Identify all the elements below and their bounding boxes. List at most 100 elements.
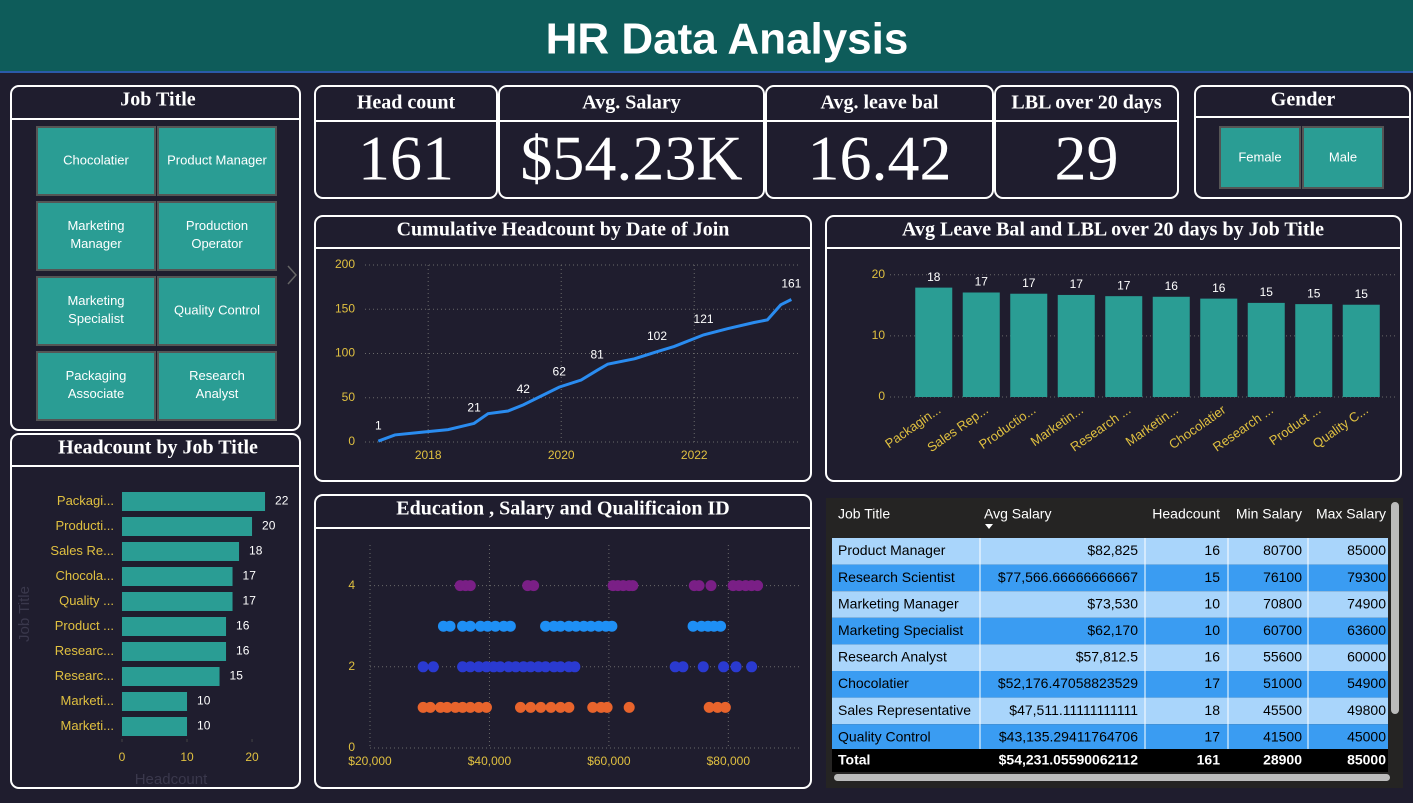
table-cell: Marketing Specialist bbox=[838, 622, 963, 638]
chart-title: Avg Leave Bal and LBL over 20 days by Jo… bbox=[902, 219, 1324, 241]
slicer-button-label[interactable]: Research Analyst bbox=[189, 368, 245, 401]
total-cell: 161 bbox=[1197, 752, 1221, 768]
y-tick-label: Marketi... bbox=[61, 693, 114, 708]
point bbox=[627, 580, 639, 592]
y-tick-label: Product ... bbox=[55, 618, 114, 633]
slicer-button-label[interactable]: Female bbox=[1238, 149, 1281, 164]
slicer-button[interactable] bbox=[157, 126, 277, 196]
table-cell: 16 bbox=[1204, 542, 1220, 558]
slicer-button-label[interactable]: Marketing Specialist bbox=[67, 293, 124, 326]
total-cell: 28900 bbox=[1263, 752, 1302, 768]
sort-indicator bbox=[985, 524, 993, 529]
point bbox=[545, 701, 557, 713]
column-header[interactable]: Job Title bbox=[838, 506, 890, 522]
table-cell: 51000 bbox=[1263, 675, 1302, 691]
table-cell: 80700 bbox=[1263, 542, 1302, 558]
slicer-button-label[interactable]: Chocolatier bbox=[63, 152, 129, 167]
slicer-button[interactable] bbox=[1219, 126, 1301, 189]
table-cell: $73,530 bbox=[1087, 595, 1138, 611]
card-value: 16.42 bbox=[808, 123, 952, 194]
page-title: HR Data Analysis bbox=[546, 15, 909, 64]
point bbox=[482, 620, 494, 632]
point bbox=[510, 661, 522, 673]
slicer-button[interactable] bbox=[157, 201, 277, 271]
slicer-button[interactable] bbox=[36, 201, 156, 271]
bar bbox=[122, 617, 227, 636]
point bbox=[601, 701, 613, 713]
x-tick-label: 10 bbox=[180, 750, 194, 764]
point bbox=[703, 701, 715, 713]
header-bar bbox=[0, 0, 1413, 72]
column-header[interactable]: Max Salary bbox=[1316, 506, 1386, 522]
data-label: 62 bbox=[553, 364, 567, 378]
table-cell: 17 bbox=[1204, 728, 1220, 744]
slicer-button-label[interactable]: Production Operator bbox=[186, 218, 248, 251]
slicer-button[interactable] bbox=[157, 351, 277, 421]
y-tick-label: 50 bbox=[342, 390, 356, 404]
bar bbox=[962, 292, 1000, 397]
data-label: 17 bbox=[243, 569, 257, 583]
scroll-arrow[interactable] bbox=[287, 265, 298, 285]
y-tick-label: 4 bbox=[348, 578, 355, 592]
point bbox=[570, 620, 582, 632]
slicer-button-label[interactable]: Quality Control bbox=[174, 302, 260, 317]
slicer-button-label[interactable]: Marketing Manager bbox=[67, 218, 124, 251]
slicer-button-label[interactable]: Packaging Associate bbox=[66, 368, 127, 401]
card-label: Head count bbox=[357, 92, 456, 114]
card-label: Avg. Salary bbox=[582, 92, 681, 114]
column-header[interactable]: Headcount bbox=[1152, 506, 1220, 522]
point bbox=[504, 620, 516, 632]
panel bbox=[994, 85, 1179, 199]
point bbox=[606, 620, 618, 632]
bar bbox=[122, 692, 188, 711]
line bbox=[377, 298, 793, 443]
total-row bbox=[832, 749, 1388, 772]
table-cell: 41500 bbox=[1263, 728, 1302, 744]
x-tick-label: 0 bbox=[119, 750, 126, 764]
slicer-button[interactable] bbox=[36, 276, 156, 346]
data-label: 16 bbox=[236, 644, 250, 658]
data-label: 16 bbox=[1165, 279, 1179, 293]
column-header[interactable]: Min Salary bbox=[1236, 506, 1302, 522]
point bbox=[540, 620, 552, 632]
slicer-button[interactable] bbox=[36, 351, 156, 421]
point bbox=[515, 701, 526, 713]
slicer-button[interactable] bbox=[36, 126, 156, 196]
point bbox=[669, 661, 681, 673]
point bbox=[718, 661, 730, 673]
slicer-button-label[interactable]: Product Manager bbox=[167, 152, 267, 167]
x-tick-label: 2020 bbox=[548, 448, 575, 462]
bar bbox=[1105, 296, 1143, 397]
x-tick-label: $60,000 bbox=[587, 754, 631, 768]
data-label: 17 bbox=[243, 594, 257, 608]
table-cell: 17 bbox=[1204, 675, 1220, 691]
bar bbox=[1010, 293, 1048, 397]
slicer-button-label[interactable]: Male bbox=[1329, 149, 1357, 164]
x-tick-label: $80,000 bbox=[707, 754, 751, 768]
y-tick-label: Researc... bbox=[55, 643, 114, 658]
table-cell: $77,566.66666666667 bbox=[998, 569, 1138, 585]
table-cell: Product Manager bbox=[838, 542, 946, 558]
point bbox=[457, 701, 469, 713]
bar bbox=[1057, 294, 1095, 397]
scrollbar[interactable] bbox=[1391, 502, 1399, 714]
table-cell: 79300 bbox=[1347, 569, 1386, 585]
table-row bbox=[832, 617, 1388, 645]
slicer-button[interactable] bbox=[1302, 126, 1384, 189]
table-cell: 45500 bbox=[1263, 702, 1302, 718]
table-row bbox=[832, 644, 1388, 671]
table-cell: Sales Representative bbox=[838, 702, 971, 718]
point bbox=[473, 661, 485, 673]
y-tick-label: 100 bbox=[335, 346, 355, 360]
point bbox=[555, 620, 567, 632]
data-label: 15 bbox=[230, 669, 244, 683]
bar bbox=[915, 287, 953, 397]
y-tick-label: 200 bbox=[335, 257, 355, 271]
point bbox=[464, 701, 476, 713]
scrollbar[interactable] bbox=[834, 774, 1390, 781]
slicer-button[interactable] bbox=[157, 276, 277, 346]
panel bbox=[498, 85, 765, 199]
bar bbox=[1200, 298, 1238, 397]
column-header[interactable]: Avg Salary bbox=[984, 506, 1051, 522]
